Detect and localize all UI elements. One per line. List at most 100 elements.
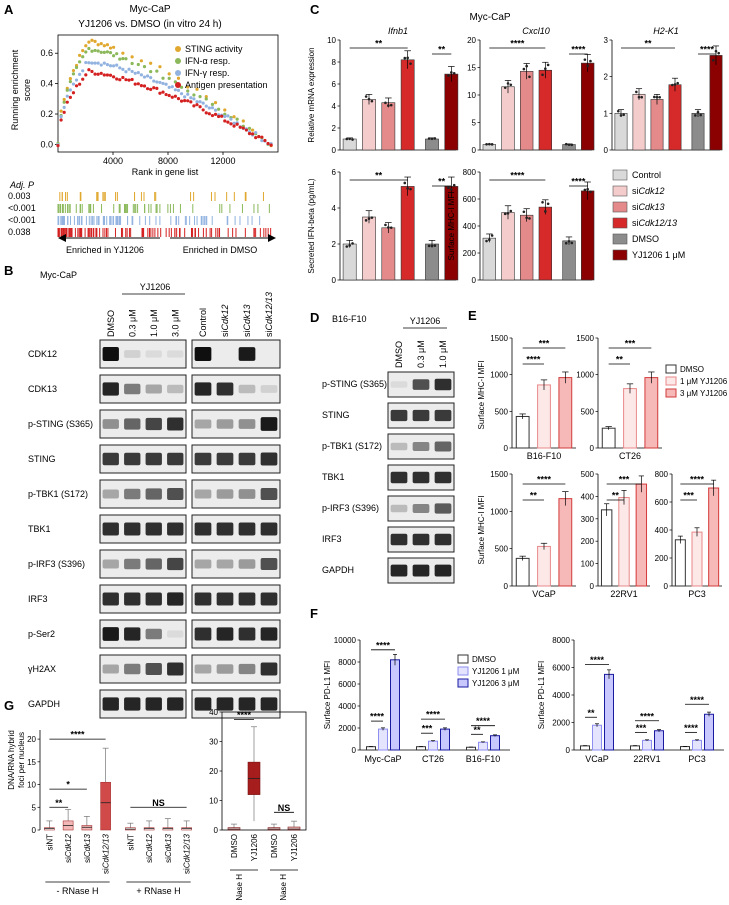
panel-a-curve-point bbox=[201, 108, 205, 112]
panel-a-right-arrowhead bbox=[268, 234, 276, 242]
panel-d-row-label: p-IRF3 (S396) bbox=[322, 503, 379, 513]
y-tick-label: 8000 bbox=[338, 658, 356, 667]
data-point bbox=[503, 86, 507, 89]
panel-a-curve-point bbox=[176, 88, 181, 93]
blot-band bbox=[145, 592, 162, 606]
panel-b-lane-left: DMSO bbox=[106, 310, 116, 337]
panel-a-legend-marker bbox=[175, 82, 181, 88]
panel-a-curve-point bbox=[183, 95, 187, 99]
data-point bbox=[503, 212, 507, 216]
bar bbox=[630, 745, 640, 751]
blot-band bbox=[124, 522, 141, 536]
bar bbox=[538, 69, 552, 151]
blot-band bbox=[216, 664, 234, 674]
panel-c-legend-swatch bbox=[612, 217, 628, 229]
data-point bbox=[637, 95, 641, 99]
bar bbox=[444, 73, 459, 151]
blot-band bbox=[412, 564, 430, 577]
blot-band bbox=[390, 442, 408, 451]
panel-b-label: B bbox=[4, 263, 13, 278]
panel-a-curve-point bbox=[207, 112, 211, 116]
blot-band bbox=[167, 697, 184, 711]
x-category-label: B16-F10 bbox=[466, 754, 501, 764]
panel-a-curve-point bbox=[84, 73, 88, 77]
y-tick-label: 4000 bbox=[338, 702, 356, 711]
bar bbox=[428, 740, 438, 751]
panel-g-ylabel-1: DNA/RNA hybrid bbox=[7, 730, 16, 790]
panel-a-curve-point bbox=[68, 88, 72, 92]
data-point bbox=[387, 226, 390, 229]
data-point bbox=[570, 143, 574, 147]
sig-label: *** bbox=[422, 724, 433, 734]
blot-band bbox=[145, 417, 162, 431]
panel-a-curve-point bbox=[161, 90, 165, 94]
panel-a-series-1 bbox=[56, 46, 270, 146]
panel-a-enriched-dmso: Enriched in DMSO bbox=[183, 245, 258, 255]
panel-a-curve-point bbox=[105, 73, 110, 77]
blot-band bbox=[238, 592, 256, 606]
data-point bbox=[676, 81, 679, 85]
panel-d: D B16-F10 YJ1206 DMSO 0.3 μM 1.0 μM p-STIN… bbox=[310, 310, 455, 584]
panel-a-label: A bbox=[4, 2, 14, 17]
sig-label: **** bbox=[571, 177, 586, 187]
bar bbox=[520, 214, 534, 281]
panel-b-blot-left bbox=[99, 409, 187, 439]
sig-label: **** bbox=[690, 695, 705, 705]
bar bbox=[558, 498, 573, 587]
sig-label: * bbox=[66, 780, 70, 790]
sig-label: **** bbox=[510, 171, 525, 181]
blot-band bbox=[124, 697, 141, 711]
blot-band bbox=[260, 662, 278, 676]
panel-g-minus-rnase: - RNase H bbox=[56, 886, 98, 896]
panel-a-legend-label: STING activity bbox=[185, 44, 243, 54]
panel-a-curve-point bbox=[90, 49, 94, 53]
panel-b-row-label: CDK12 bbox=[28, 349, 57, 359]
bar bbox=[600, 509, 613, 587]
data-point bbox=[635, 90, 638, 94]
data-point bbox=[409, 62, 412, 65]
bar bbox=[400, 59, 415, 151]
panel-a-curve-point bbox=[186, 89, 190, 93]
panel-a-curve-point bbox=[204, 97, 208, 101]
panel-a-curve-point bbox=[78, 53, 82, 57]
sig-label: **** bbox=[684, 723, 699, 733]
panel-a-curve-point bbox=[96, 43, 100, 47]
blot-band bbox=[260, 385, 278, 393]
y-tick-label: 0 bbox=[332, 276, 337, 285]
panel-a-curve-point bbox=[145, 87, 150, 91]
panel-g-left-group-label: siCdk12/13 bbox=[183, 833, 192, 874]
panel-a-curve-point bbox=[155, 69, 159, 73]
sig-label: **** bbox=[571, 45, 586, 55]
panel-a-curve-point bbox=[176, 76, 181, 80]
panel-a-curve-point bbox=[204, 104, 208, 108]
panel-f-legend-swatch bbox=[457, 666, 469, 676]
bar bbox=[558, 377, 573, 449]
panel-e-charts: 050010001500*******B16-F10050010001500**… bbox=[477, 334, 722, 599]
sig-label: *** bbox=[683, 491, 694, 501]
panel-a-curve-point bbox=[127, 78, 131, 82]
data-point bbox=[345, 137, 349, 141]
panel-a-curve-point bbox=[62, 105, 66, 109]
panel-b-blot-left bbox=[99, 619, 187, 649]
y-tick-label: 2 bbox=[604, 73, 609, 82]
data-point bbox=[406, 187, 409, 190]
panel-b-row-label: TBK1 bbox=[28, 524, 51, 534]
bar bbox=[342, 243, 357, 281]
panel-a-curve-point bbox=[93, 39, 97, 43]
data-point bbox=[364, 219, 368, 222]
x-category-label: PC3 bbox=[688, 589, 706, 599]
panel-b-row-label: p-IRF3 (S396) bbox=[28, 559, 85, 569]
panel-a-curve-point bbox=[198, 100, 202, 104]
bar bbox=[650, 99, 664, 151]
panel-a-curve-point bbox=[139, 59, 143, 63]
panel-c-legend-label: siCdk12/13 bbox=[632, 218, 677, 228]
y-tick-label: 20 bbox=[27, 735, 36, 744]
panel-a-curve-point bbox=[161, 81, 165, 86]
panel-a-curve-point bbox=[111, 75, 116, 79]
data-point bbox=[658, 95, 661, 99]
blot-band bbox=[238, 452, 256, 466]
panel-d-blot-rows: p-STING (S365) STING p-TBK1 (S172) TBK1 p-IR… bbox=[322, 371, 455, 584]
blot-band bbox=[216, 627, 234, 641]
panel-a-curve-point bbox=[115, 77, 119, 81]
